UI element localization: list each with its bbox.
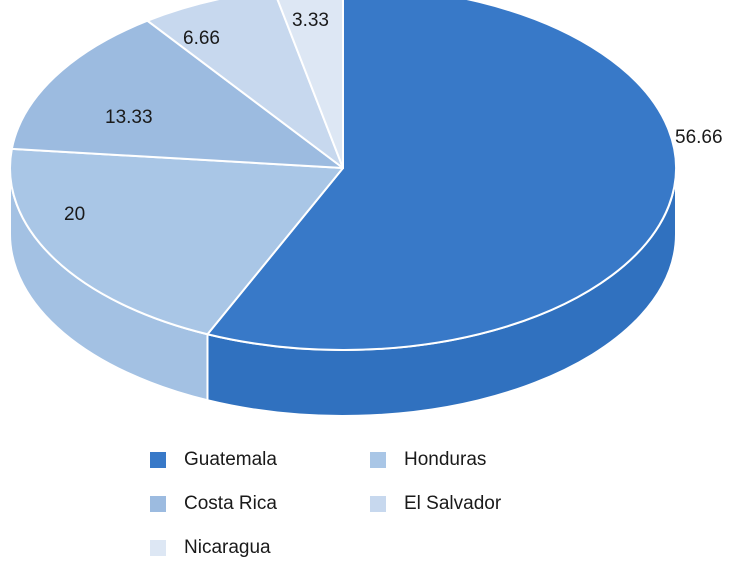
legend-swatch [150,452,166,468]
pie-slice-honduras [9,147,344,336]
legend-swatch [370,496,386,512]
data-label-honduras: 20 [64,204,85,225]
legend-item-honduras: Honduras [370,448,486,472]
pie-slice-guatemala [206,0,677,351]
legend-label: Costa Rica [184,493,277,514]
data-label-guatemala: 56.66 [675,127,723,148]
data-labels: 56.66 20 13.33 6.66 3.33 [64,10,723,225]
legend-item-nicaragua: Nicaragua [150,536,271,560]
data-label-costa-rica: 13.33 [105,107,153,128]
legend-item-costa-rica: Costa Rica [150,492,277,516]
data-label-nicaragua: 3.33 [292,10,329,31]
legend-label: El Salvador [404,493,502,514]
legend-swatch [150,540,166,556]
legend-item-el-salvador: El Salvador [370,492,501,516]
data-label-el-salvador: 6.66 [183,28,220,49]
legend-swatch [370,452,386,468]
pie-slice-nicaragua [276,0,344,169]
legend-label: Guatemala [184,449,277,470]
legend-item-guatemala: Guatemala [150,448,277,472]
pie-slice-el-salvador [146,0,344,169]
pie-tops [9,0,677,351]
legend-label: Honduras [404,449,487,470]
legend-label: Nicaragua [184,537,271,558]
pie-chart: 56.66 20 13.33 6.66 3.33 [9,0,723,417]
pie-slice-costa-rica [10,19,344,169]
legend-swatch [150,496,166,512]
